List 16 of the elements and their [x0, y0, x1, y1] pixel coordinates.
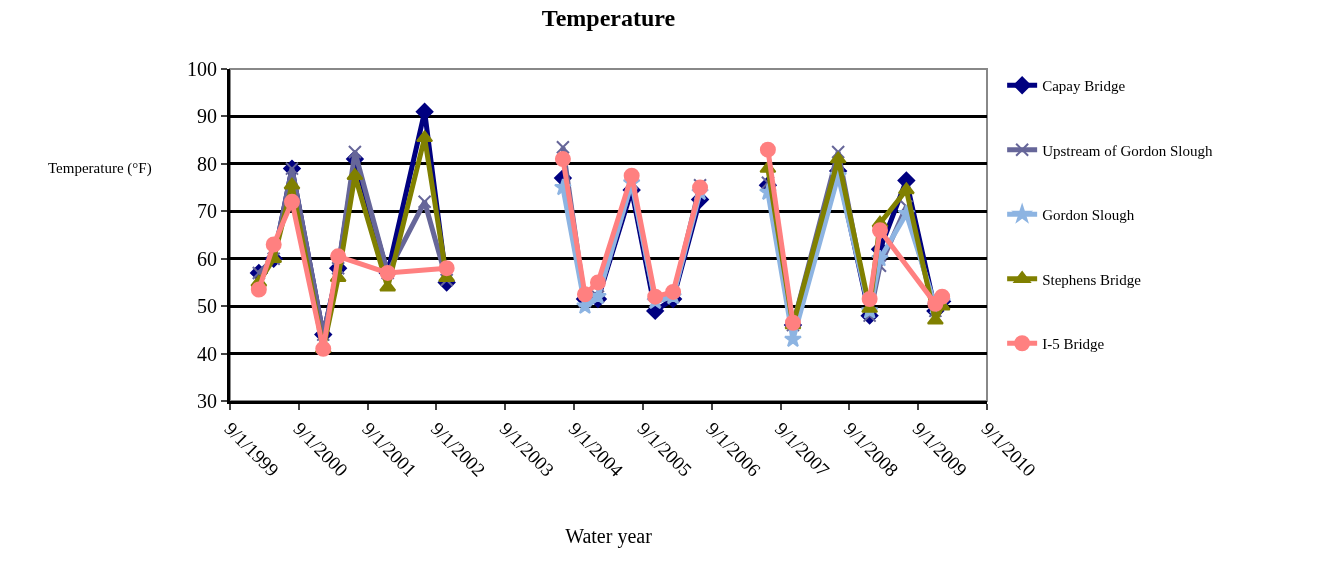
x-axis-title: Water year [565, 525, 653, 549]
y-tick-label: 60 [197, 247, 217, 270]
y-tick-label: 30 [197, 390, 217, 412]
legend-label: I-5 Bridge [1042, 336, 1105, 353]
legend-label: Gordon Slough [1042, 207, 1135, 224]
y-tick-label: 70 [197, 200, 217, 223]
chart-title: Temperature [541, 4, 676, 31]
legend-label: Stephens Bridge [1042, 271, 1142, 288]
y-axis-title: Temperature (°F) [48, 160, 152, 177]
legend-label: Upstream of Gordon Slough [1042, 142, 1214, 159]
legend-label: Capay Bridge [1042, 78, 1126, 95]
y-tick-label: 100 [187, 58, 217, 80]
y-tick-label: 40 [197, 342, 217, 365]
y-tick-label: 90 [197, 105, 217, 128]
y-tick-label: 50 [197, 295, 217, 318]
y-tick-label: 80 [197, 152, 217, 175]
